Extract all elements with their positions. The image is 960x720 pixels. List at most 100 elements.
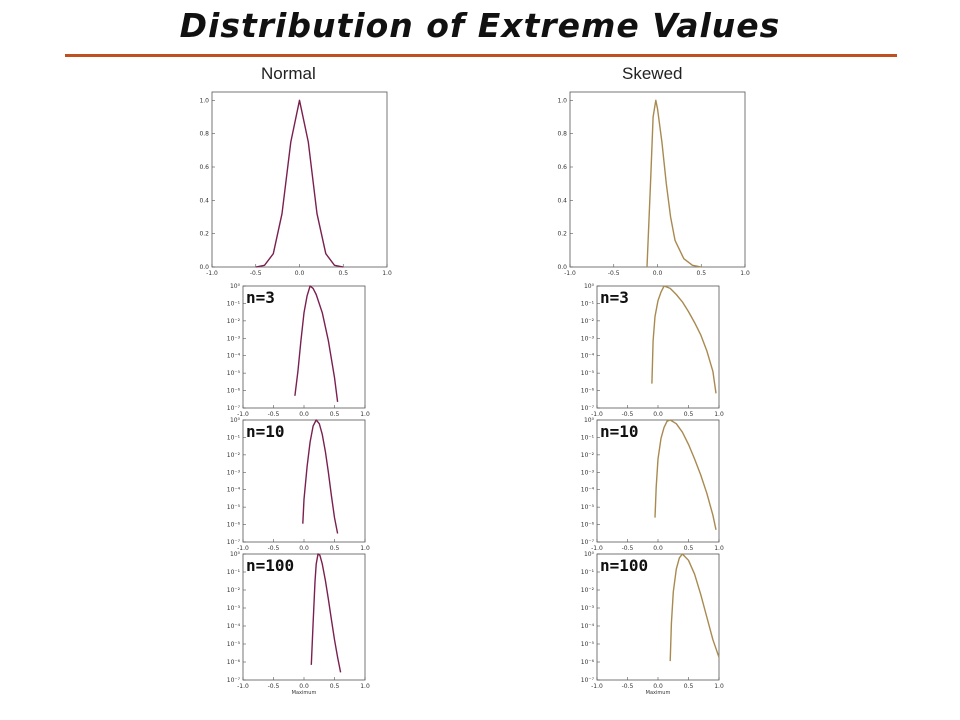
skewed-n3-ytick-label: 10⁻² xyxy=(581,318,595,325)
normal-top-xtick-label: -1.0 xyxy=(206,270,218,277)
normal-top-plot-frame xyxy=(211,91,388,268)
normal-n3-xtick-label: 0.5 xyxy=(330,411,340,418)
title-underline xyxy=(65,54,897,57)
normal-n10-xtick-label: -1.0 xyxy=(237,545,249,552)
skewed-n10-xtick-label: -1.0 xyxy=(591,545,603,552)
skewed-n100-xtick-label: -0.5 xyxy=(622,683,634,690)
normal-n100-x-axis-label: Maximum xyxy=(292,690,317,696)
skewed-n3-ytick-label: 10⁻⁶ xyxy=(581,388,595,395)
normal-n10-xtick-label: 0.0 xyxy=(299,545,309,552)
skewed-n10-ytick-label: 10⁻³ xyxy=(581,469,595,476)
normal-n3-ytick-label: 10⁰ xyxy=(230,283,241,290)
normal-n3-series-line xyxy=(294,285,339,402)
skewed-n10-xtick-label: -0.5 xyxy=(622,545,634,552)
normal-n10-series-line xyxy=(302,419,339,534)
skewed-n3-ytick-label: 10⁻⁴ xyxy=(581,353,595,360)
normal-n10-ytick-label: 10⁻³ xyxy=(227,469,241,476)
skewed-n100-x-axis-label: Maximum xyxy=(646,690,671,696)
normal-n3-xtick-label: 0.0 xyxy=(299,411,309,418)
skewed-n3-plot-frame xyxy=(596,285,720,409)
normal-n10-ytick-label: 10⁻⁴ xyxy=(227,487,241,494)
normal-n10-ytick-label: 10⁻⁷ xyxy=(227,539,241,546)
skewed-n100-ytick-label: 10⁻⁵ xyxy=(581,641,595,648)
skewed-n10-plot-frame xyxy=(596,419,720,543)
normal-n3-ytick-label: 10⁻⁶ xyxy=(227,388,241,395)
normal-n10-xtick-label: 0.5 xyxy=(330,545,340,552)
skewed-n100-ytick-label: 10⁻³ xyxy=(581,605,595,612)
normal-top-series-line xyxy=(255,99,344,268)
skewed-n3-ytick-label: 10⁰ xyxy=(584,283,595,290)
normal-top-ytick-label: 0.2 xyxy=(199,231,209,238)
normal-n10-plot-frame xyxy=(242,419,366,543)
normal-n10-ytick-label: 10⁻² xyxy=(227,452,241,459)
skewed-top-xtick-label: 0.0 xyxy=(653,270,663,277)
normal-n3-panel-label: n=3 xyxy=(246,288,275,307)
skewed-n100-ytick-label: 10⁻² xyxy=(581,587,595,594)
normal-n10-xtick-label: -0.5 xyxy=(268,545,280,552)
skewed-n3-ytick-label: 10⁻⁵ xyxy=(581,370,595,377)
normal-n100-xtick-label: 0.5 xyxy=(330,683,340,690)
normal-n100-ytick-label: 10⁻¹ xyxy=(227,569,241,576)
column-heading-normal: Normal xyxy=(261,64,316,83)
normal-n3-xtick-label: -1.0 xyxy=(237,411,249,418)
skewed-n3-ytick-label: 10⁻⁷ xyxy=(581,405,595,412)
skewed-n100-ytick-label: 10⁰ xyxy=(584,551,595,558)
normal-n3-ytick-label: 10⁻³ xyxy=(227,335,241,342)
skewed-top-ytick-label: 0.2 xyxy=(557,231,567,238)
normal-n10-ytick-label: 10⁻⁶ xyxy=(227,522,241,529)
skewed-n10-ytick-label: 10⁻¹ xyxy=(581,434,595,441)
skewed-n100-ytick-label: 10⁻¹ xyxy=(581,569,595,576)
normal-n100-xtick-label: 0.0 xyxy=(299,683,309,690)
skewed-n3-ytick-label: 10⁻¹ xyxy=(581,300,595,307)
normal-n100-ytick-label: 10⁻⁴ xyxy=(227,623,241,630)
column-heading-skewed: Skewed xyxy=(622,64,683,83)
skewed-n3-xtick-label: 0.5 xyxy=(684,411,694,418)
skewed-n3-xtick-label: 0.0 xyxy=(653,411,663,418)
normal-n10-panel-label: n=10 xyxy=(246,422,285,441)
normal-n100-ytick-label: 10⁻⁵ xyxy=(227,641,241,648)
skewed-n10-series-line xyxy=(654,419,717,530)
skewed-top-ytick-label: 0.0 xyxy=(557,264,567,271)
normal-n3-xtick-label: -0.5 xyxy=(268,411,280,418)
skewed-n100-xtick-label: 0.5 xyxy=(684,683,694,690)
skewed-n10-panel-label: n=10 xyxy=(600,422,639,441)
skewed-top-ytick-label: 0.4 xyxy=(557,197,567,204)
normal-n100-xtick-label: -1.0 xyxy=(237,683,249,690)
skewed-n100-series-line xyxy=(669,553,720,662)
normal-n10-xtick-label: 1.0 xyxy=(360,545,370,552)
normal-top-ytick-label: 0.4 xyxy=(199,197,209,204)
skewed-n3-xtick-label: -0.5 xyxy=(622,411,634,418)
normal-n100-xtick-label: 1.0 xyxy=(360,683,370,690)
skewed-n100-plot-frame xyxy=(596,553,720,681)
normal-n10-ytick-label: 10⁻¹ xyxy=(227,434,241,441)
normal-n100-plot-frame xyxy=(242,553,366,681)
normal-n3-ytick-label: 10⁻⁵ xyxy=(227,370,241,377)
skewed-n3-xtick-label: 1.0 xyxy=(714,411,724,418)
skewed-n10-ytick-label: 10⁻⁷ xyxy=(581,539,595,546)
skewed-top-ytick-label: 0.6 xyxy=(557,164,567,171)
normal-top-ytick-label: 0.8 xyxy=(199,131,209,138)
skewed-n3-ytick-label: 10⁻³ xyxy=(581,335,595,342)
normal-n100-ytick-label: 10⁻² xyxy=(227,587,241,594)
normal-n100-panel-label: n=100 xyxy=(246,556,294,575)
skewed-n100-xtick-label: -1.0 xyxy=(591,683,603,690)
skewed-n10-ytick-label: 10⁻² xyxy=(581,452,595,459)
normal-top-xtick-label: 0.5 xyxy=(338,270,348,277)
skewed-top-series-line xyxy=(646,99,702,268)
skewed-n10-xtick-label: 0.5 xyxy=(684,545,694,552)
skewed-n10-ytick-label: 10⁻⁵ xyxy=(581,504,595,511)
skewed-n10-ytick-label: 10⁰ xyxy=(584,417,595,424)
skewed-n10-ytick-label: 10⁻⁴ xyxy=(581,487,595,494)
skewed-top-ytick-label: 1.0 xyxy=(557,97,567,104)
normal-n100-ytick-label: 10⁻⁶ xyxy=(227,659,241,666)
skewed-n100-ytick-label: 10⁻⁴ xyxy=(581,623,595,630)
normal-n100-ytick-label: 10⁰ xyxy=(230,551,241,558)
normal-n3-plot-frame xyxy=(242,285,366,409)
normal-n100-ytick-label: 10⁻³ xyxy=(227,605,241,612)
normal-top-xtick-label: 1.0 xyxy=(382,270,392,277)
skewed-n100-ytick-label: 10⁻⁶ xyxy=(581,659,595,666)
skewed-top-xtick-label: 0.5 xyxy=(696,270,706,277)
skewed-n100-panel-label: n=100 xyxy=(600,556,648,575)
skewed-n3-xtick-label: -1.0 xyxy=(591,411,603,418)
